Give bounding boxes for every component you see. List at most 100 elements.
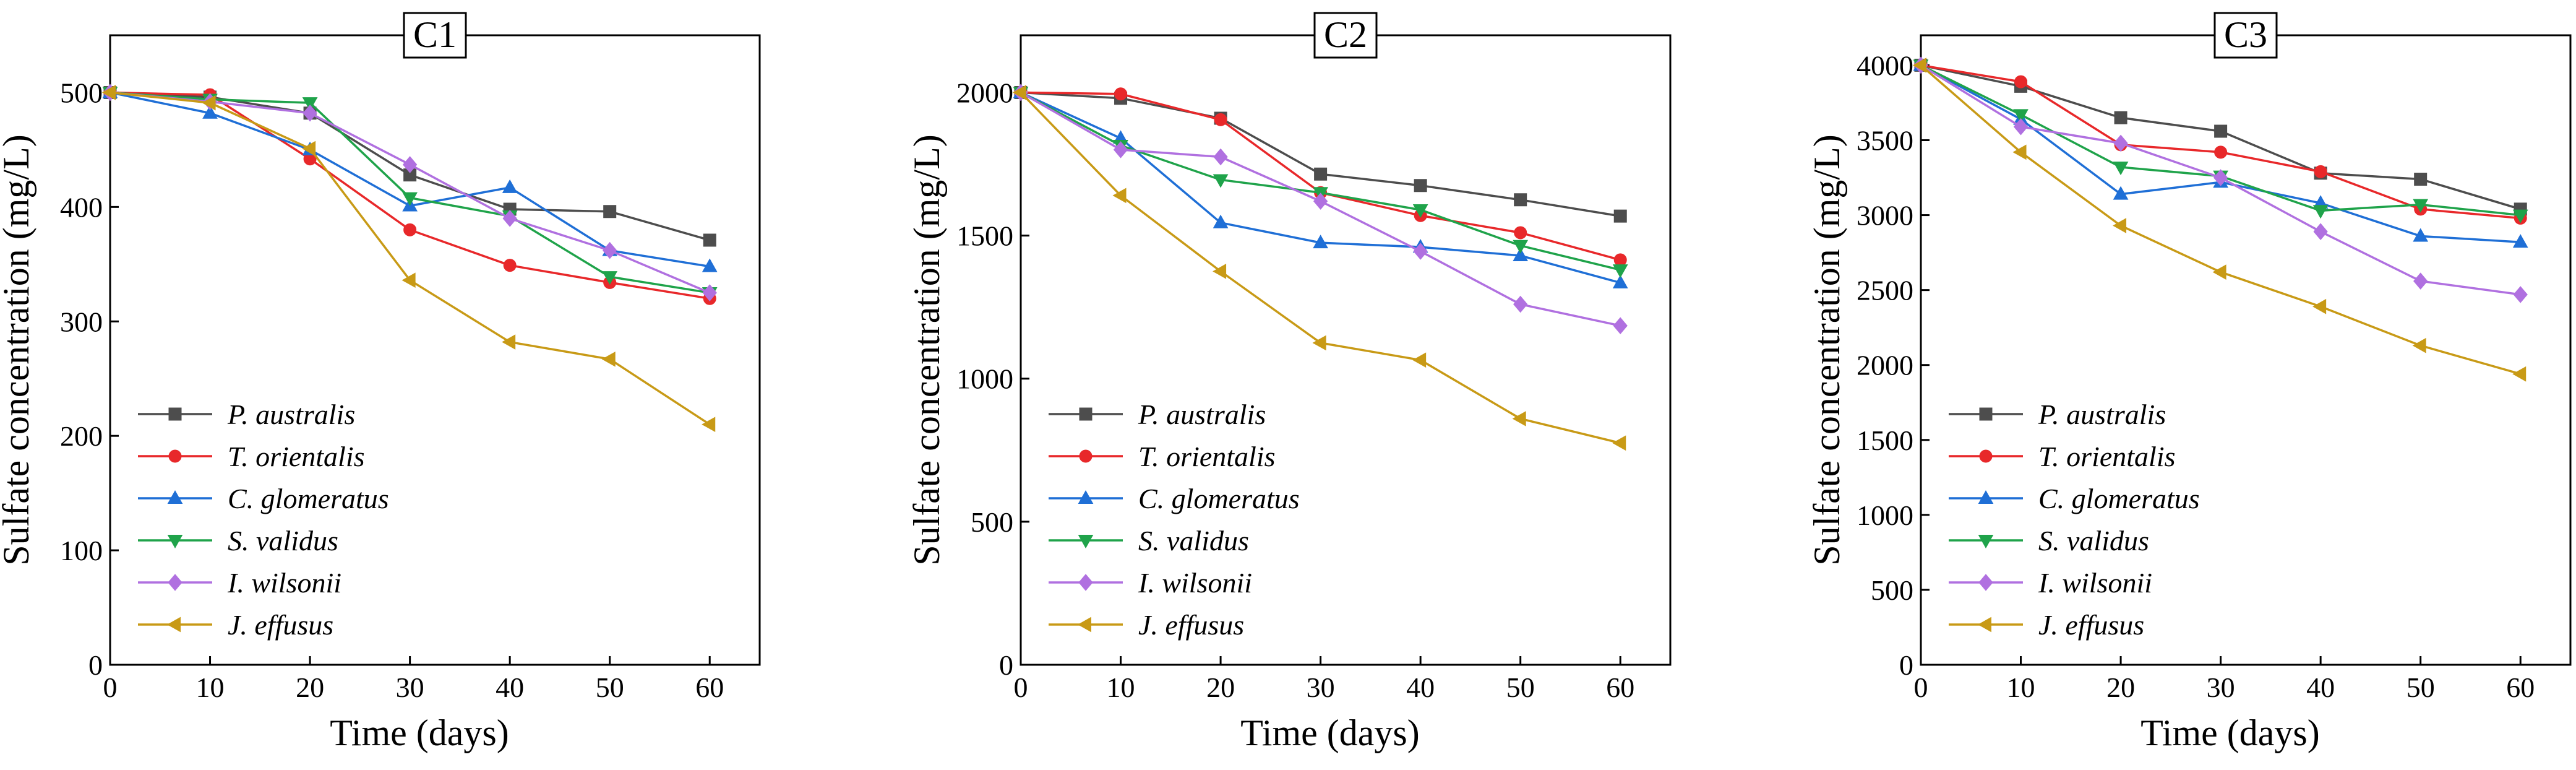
data-point [1213, 264, 1227, 279]
legend-marker [168, 407, 182, 421]
legend-label: I. wilsonii [1138, 567, 1252, 599]
data-point [2113, 218, 2127, 233]
data-point [202, 95, 216, 111]
legend-label: J. effusus [228, 609, 333, 641]
x-tick-label-c2: 30 [1307, 672, 1335, 703]
x-tick-label-c3: 60 [2506, 672, 2535, 703]
data-point [703, 233, 716, 247]
data-point [202, 105, 218, 119]
data-point [502, 334, 516, 350]
legend-label: I. wilsonii [2038, 567, 2152, 599]
panel-title-box-c2 [1313, 12, 1378, 59]
legend-label: C. glomeratus [2038, 483, 2200, 514]
plot-frame-c2 [1020, 34, 1672, 666]
y-axis-title-c3: Sulfate concentration (mg/L) [1806, 134, 1847, 565]
data-point [2214, 145, 2228, 159]
data-point [2012, 144, 2027, 160]
x-tick-label-c2: 60 [1606, 672, 1634, 703]
data-point [1513, 240, 1529, 254]
legend-label: I. wilsonii [227, 567, 341, 599]
y-tick-label-c2: 2000 [956, 77, 1013, 108]
y-tick-label-c3: 1000 [1857, 500, 1913, 531]
legend-marker [1978, 490, 1994, 504]
data-point [1514, 226, 1527, 240]
y-tick-label-c1: 500 [60, 77, 103, 108]
y-tick-label-c3: 2500 [1857, 275, 1913, 306]
x-tick-label-c3: 10 [2007, 672, 2035, 703]
data-point [1213, 214, 1229, 228]
legend-label: P. australis [1138, 399, 1266, 430]
legend-label: C. glomeratus [228, 483, 389, 514]
legend-marker [1978, 574, 1993, 591]
x-tick-label-c1: 0 [103, 672, 118, 703]
data-point [1313, 192, 1328, 210]
data-point [101, 85, 116, 100]
data-point [1513, 247, 1529, 261]
legend-marker [1079, 407, 1093, 421]
legend-marker [166, 616, 181, 633]
x-tick-label-c3: 30 [2207, 672, 2235, 703]
x-tick-label-c3: 20 [2106, 672, 2135, 703]
y-tick-label-c1: 400 [60, 191, 103, 223]
x-tick-label-c1: 30 [396, 672, 424, 703]
data-point [601, 351, 616, 367]
x-tick-label-c3: 0 [1914, 672, 1928, 703]
data-point [1612, 264, 1628, 279]
legend-marker [167, 490, 183, 504]
x-tick-label-c1: 50 [596, 672, 624, 703]
data-point [2113, 162, 2129, 176]
data-point [2412, 337, 2426, 353]
data-point [2413, 228, 2429, 242]
x-axis-title-c3: Time (days) [2140, 712, 2319, 753]
legend-label: S. validus [1138, 525, 1249, 556]
data-point [502, 210, 517, 227]
data-point [2413, 199, 2429, 213]
y-tick-label-c2: 1000 [956, 363, 1013, 395]
data-point [402, 192, 418, 206]
data-point [403, 223, 417, 236]
y-tick-label-c3: 3500 [1857, 125, 1913, 157]
legend-marker [1977, 616, 1991, 633]
data-point [2313, 223, 2328, 240]
data-point [303, 104, 317, 122]
series-line [1920, 64, 2521, 217]
data-point [1113, 141, 1128, 158]
legend-marker [1077, 616, 1091, 633]
legend-label: P. australis [227, 399, 355, 430]
data-point [1512, 411, 1526, 426]
legend-label: J. effusus [2038, 609, 2144, 641]
data-point [2314, 165, 2327, 178]
x-tick-label-c1: 20 [296, 672, 324, 703]
legend-label: S. validus [228, 525, 338, 556]
data-point [1012, 85, 1026, 100]
x-axis-title-c1: Time (days) [330, 712, 509, 753]
legend-marker [1979, 407, 1993, 421]
y-tick-label-c2: 0 [999, 649, 1013, 681]
panel-c2: 0 10 20 30 40 50 60 0 500 1000 1500 2000 Time (days)… [906, 12, 1672, 753]
data-point [2513, 286, 2528, 303]
legend-label: S. validus [2038, 525, 2149, 556]
y-tick-label-c2: 500 [971, 506, 1013, 538]
legend-label: T. orientalis [2038, 441, 2176, 472]
data-point [1613, 317, 1628, 334]
data-point [602, 271, 618, 285]
data-point [2214, 124, 2228, 138]
x-tick-label-c3: 50 [2406, 672, 2435, 703]
y-tick-label-c3: 2000 [1857, 350, 1913, 381]
data-point [401, 272, 416, 288]
data-point [603, 205, 617, 218]
x-tick-label-c1: 40 [496, 672, 524, 703]
panel-title-box-c1 [403, 12, 467, 59]
panel-title-box-c3 [2213, 12, 2278, 59]
data-point [1313, 235, 1328, 249]
plot-frame-c1 [109, 34, 761, 666]
data-point [2014, 75, 2028, 89]
series-line [109, 91, 711, 426]
legend-label: C. glomeratus [1138, 483, 1300, 514]
data-point [2312, 205, 2329, 219]
data-point [2512, 366, 2527, 382]
y-tick-label-c1: 100 [60, 535, 103, 566]
data-point [702, 258, 718, 272]
data-point [2312, 298, 2327, 314]
data-point [2213, 169, 2228, 186]
